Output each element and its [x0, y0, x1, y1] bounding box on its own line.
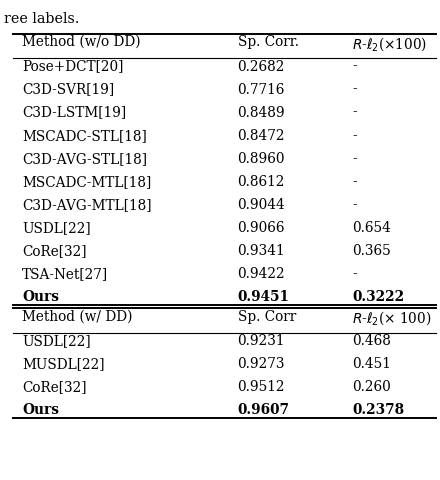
Text: 0.8612: 0.8612 [238, 175, 285, 189]
Text: CoRe[32]: CoRe[32] [22, 380, 87, 394]
Text: -: - [352, 152, 357, 166]
Text: -: - [352, 83, 357, 96]
Text: 0.9451: 0.9451 [238, 290, 290, 304]
Text: 0.9512: 0.9512 [238, 380, 285, 394]
Text: ree labels.: ree labels. [4, 12, 80, 26]
Text: 0.8489: 0.8489 [238, 106, 285, 120]
Text: 0.9273: 0.9273 [238, 357, 285, 371]
Text: 0.2378: 0.2378 [352, 403, 404, 417]
Text: 0.365: 0.365 [352, 244, 391, 258]
Text: TSA-Net[27]: TSA-Net[27] [22, 267, 108, 281]
Text: 0.9231: 0.9231 [238, 334, 285, 348]
Text: Pose+DCT[20]: Pose+DCT[20] [22, 60, 123, 73]
Text: Ours: Ours [22, 290, 59, 304]
Text: -: - [352, 60, 357, 73]
Text: Ours: Ours [22, 403, 59, 417]
Text: 0.654: 0.654 [352, 221, 391, 235]
Text: 0.9607: 0.9607 [238, 403, 290, 417]
Text: C3D-AVG-STL[18]: C3D-AVG-STL[18] [22, 152, 147, 166]
Text: CoRe[32]: CoRe[32] [22, 244, 87, 258]
Text: 0.451: 0.451 [352, 357, 391, 371]
Text: Method (w/ DD): Method (w/ DD) [22, 310, 132, 324]
Text: -: - [352, 198, 357, 212]
Text: 0.2682: 0.2682 [238, 60, 285, 73]
Text: 0.8472: 0.8472 [238, 129, 285, 143]
Text: 0.9422: 0.9422 [238, 267, 285, 281]
Text: C3D-AVG-MTL[18]: C3D-AVG-MTL[18] [22, 198, 151, 212]
Text: -: - [352, 175, 357, 189]
Text: MUSDL[22]: MUSDL[22] [22, 357, 105, 371]
Text: Sp. Corr: Sp. Corr [238, 310, 296, 324]
Text: -: - [352, 267, 357, 281]
Text: MSCADC-MTL[18]: MSCADC-MTL[18] [22, 175, 151, 189]
Text: Method (w/o DD): Method (w/o DD) [22, 35, 141, 49]
Text: $R$-$\ell_2$($\times$ 100): $R$-$\ell_2$($\times$ 100) [352, 310, 432, 327]
Text: 0.3222: 0.3222 [352, 290, 404, 304]
Text: 0.9044: 0.9044 [238, 198, 286, 212]
Text: 0.9341: 0.9341 [238, 244, 285, 258]
Text: C3D-LSTM[19]: C3D-LSTM[19] [22, 106, 126, 120]
Text: C3D-SVR[19]: C3D-SVR[19] [22, 83, 114, 96]
Text: 0.9066: 0.9066 [238, 221, 285, 235]
Text: 0.468: 0.468 [352, 334, 391, 348]
Text: 0.260: 0.260 [352, 380, 391, 394]
Text: USDL[22]: USDL[22] [22, 221, 91, 235]
Text: -: - [352, 129, 357, 143]
Text: MSCADC-STL[18]: MSCADC-STL[18] [22, 129, 147, 143]
Text: Sp. Corr.: Sp. Corr. [238, 35, 299, 49]
Text: USDL[22]: USDL[22] [22, 334, 91, 348]
Text: $R$-$\ell_2$($\times$100): $R$-$\ell_2$($\times$100) [352, 35, 427, 53]
Text: 0.8960: 0.8960 [238, 152, 285, 166]
Text: -: - [352, 106, 357, 120]
Text: 0.7716: 0.7716 [238, 83, 285, 96]
